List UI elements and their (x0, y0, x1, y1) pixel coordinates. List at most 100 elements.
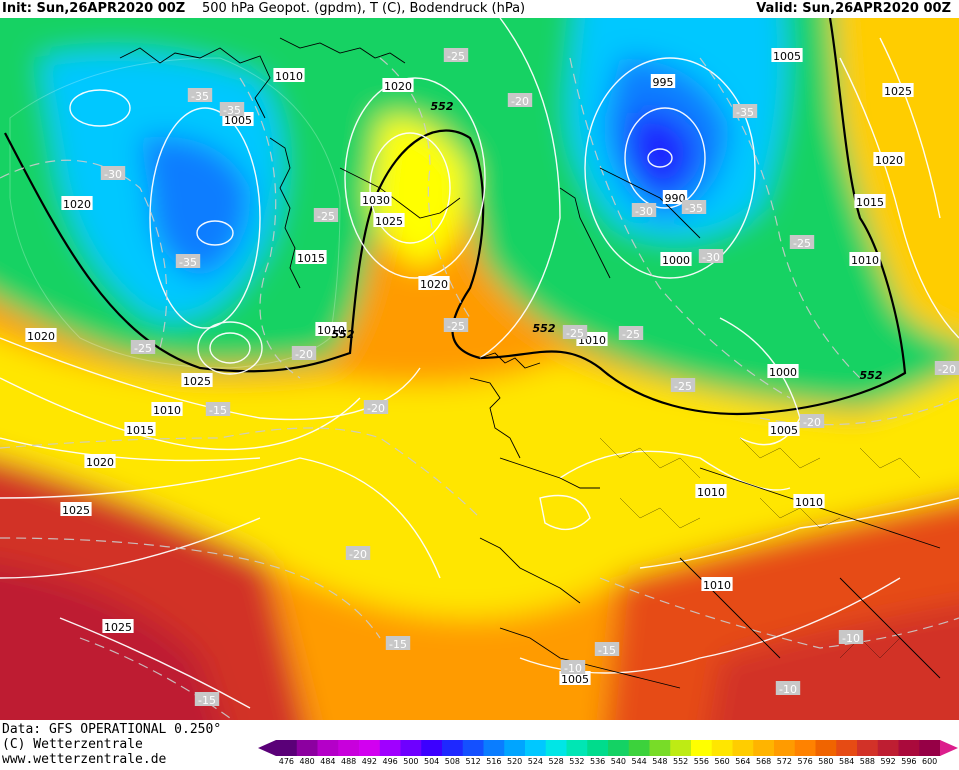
pressure-label-box (61, 196, 93, 210)
pressure-label-box (873, 152, 905, 166)
legend-swatch (898, 740, 920, 756)
temperature-label-box (219, 102, 245, 116)
pressure-label: 1025 (375, 215, 403, 228)
temperature-label: -15 (198, 694, 216, 707)
legend-tick-label: 580 (818, 757, 834, 766)
temperature-label-box (130, 340, 156, 354)
chart-footer: Data: GFS OPERATIONAL 0.250° (C) Wetterz… (0, 720, 959, 770)
legend-swatch (691, 740, 713, 756)
pressure-label: 1025 (62, 504, 90, 517)
pressure-label: 1025 (104, 621, 132, 634)
temperature-label-box (507, 93, 533, 107)
legend-swatch (566, 740, 588, 756)
legend-tick-label: 548 (652, 757, 668, 766)
temperature-label: -15 (389, 638, 407, 651)
temperature-label-box (698, 249, 724, 263)
legend-tick-label: 532 (569, 757, 585, 766)
pressure-label-box (771, 48, 803, 62)
temperature-label-box (443, 318, 469, 332)
temperature-label: -30 (635, 205, 653, 218)
temperature-label-box (799, 414, 825, 428)
legend-tick-label: 544 (631, 757, 647, 766)
pressure-label-box (768, 422, 800, 436)
legend-tick-label: 572 (776, 757, 793, 766)
pressure-label: 1000 (662, 254, 690, 267)
pressure-label-box (273, 68, 305, 82)
pressure-label: 1000 (769, 366, 797, 379)
contour-552-line (4, 18, 907, 416)
temperature-label: -35 (736, 106, 754, 119)
credits: Data: GFS OPERATIONAL 0.250° (C) Wetterz… (2, 722, 221, 767)
legend-swatch (877, 740, 899, 756)
legend-tick-label: 536 (589, 757, 606, 766)
height-label-group: 552 552 552 552 (332, 100, 883, 382)
valid-time: Valid: Sun,26APR2020 00Z (756, 1, 951, 16)
legend-tick-label: 480 (299, 757, 315, 766)
legend-tick-label: 528 (548, 757, 564, 766)
pressure-label-box (559, 671, 591, 685)
legend-swatch (379, 740, 401, 756)
temperature-label: -35 (191, 90, 209, 103)
legend-tick-label: 552 (672, 757, 689, 766)
temperature-label: -10 (842, 632, 860, 645)
temperature-label: -20 (803, 416, 821, 429)
legend-tick-label: 584 (838, 757, 855, 766)
website-link[interactable]: www.wetterzentrale.de (2, 752, 167, 767)
temperature-label-box (631, 203, 657, 217)
legend-swatch (649, 740, 671, 756)
chart-title: 500 hPa Geopot. (gpdm), T (C), Bodendruc… (202, 1, 526, 16)
legend-tick-label: 600 (921, 757, 938, 766)
legend-swatch (774, 740, 796, 756)
height-contour-label: 552 (332, 328, 355, 341)
isobar-lines (0, 18, 959, 709)
pressure-label-box (660, 252, 692, 266)
pressure-label-box (882, 83, 914, 97)
legend-swatch (815, 740, 837, 756)
pressure-label-box (84, 454, 116, 468)
init-time: Init: Sun,26APR2020 00Z (2, 1, 186, 16)
legend-swatch (483, 740, 505, 756)
pressure-label-box (701, 577, 733, 591)
temperature-label-box (443, 48, 469, 62)
pressure-label-box (418, 276, 450, 290)
pressure-label-box (295, 250, 327, 264)
height-contour-label: 552 (860, 369, 883, 382)
legend-swatch (296, 740, 318, 756)
legend-tick-label: 540 (610, 757, 627, 766)
legend-swatch (359, 740, 381, 756)
legend-swatch (670, 740, 692, 756)
temperature-label: -30 (104, 168, 122, 181)
temperature-label-box (194, 692, 220, 706)
temperature-label-box (291, 346, 317, 360)
legend-tick-label: 484 (320, 757, 336, 766)
temperature-label: -20 (349, 548, 367, 561)
temperature-label: -20 (367, 402, 385, 415)
temperature-label-box (345, 546, 371, 560)
temperature-label-box (313, 208, 339, 222)
legend-swatch (525, 740, 547, 756)
temperature-label: -25 (447, 320, 465, 333)
pressure-label: 1005 (770, 424, 798, 437)
pressure-label-box (373, 213, 405, 227)
temperature-label-box (618, 326, 644, 340)
temperature-label: -35 (685, 202, 703, 215)
legend-tick-label: 588 (859, 757, 876, 766)
pressure-label: 1020 (86, 456, 114, 469)
legend-swatch (421, 740, 443, 756)
legend-swatch (400, 740, 422, 756)
isotherm-lines (0, 57, 959, 719)
legend-tick-label: 596 (901, 757, 917, 766)
pressure-label-box (662, 190, 688, 204)
pressure-label: 1010 (851, 254, 879, 267)
legend-swatch (836, 740, 858, 756)
pressure-label: 1015 (297, 252, 325, 265)
temperature-label: -25 (317, 210, 335, 223)
legend-tick-label: 496 (382, 757, 398, 766)
legend-right-arrow (940, 740, 958, 756)
pressure-label-box (767, 364, 799, 378)
pressure-label: 1010 (697, 486, 725, 499)
legend-tick-label: 576 (797, 757, 813, 766)
legend-swatch (504, 740, 526, 756)
temperature-label: -15 (209, 404, 227, 417)
pressure-label: 1010 (795, 496, 823, 509)
